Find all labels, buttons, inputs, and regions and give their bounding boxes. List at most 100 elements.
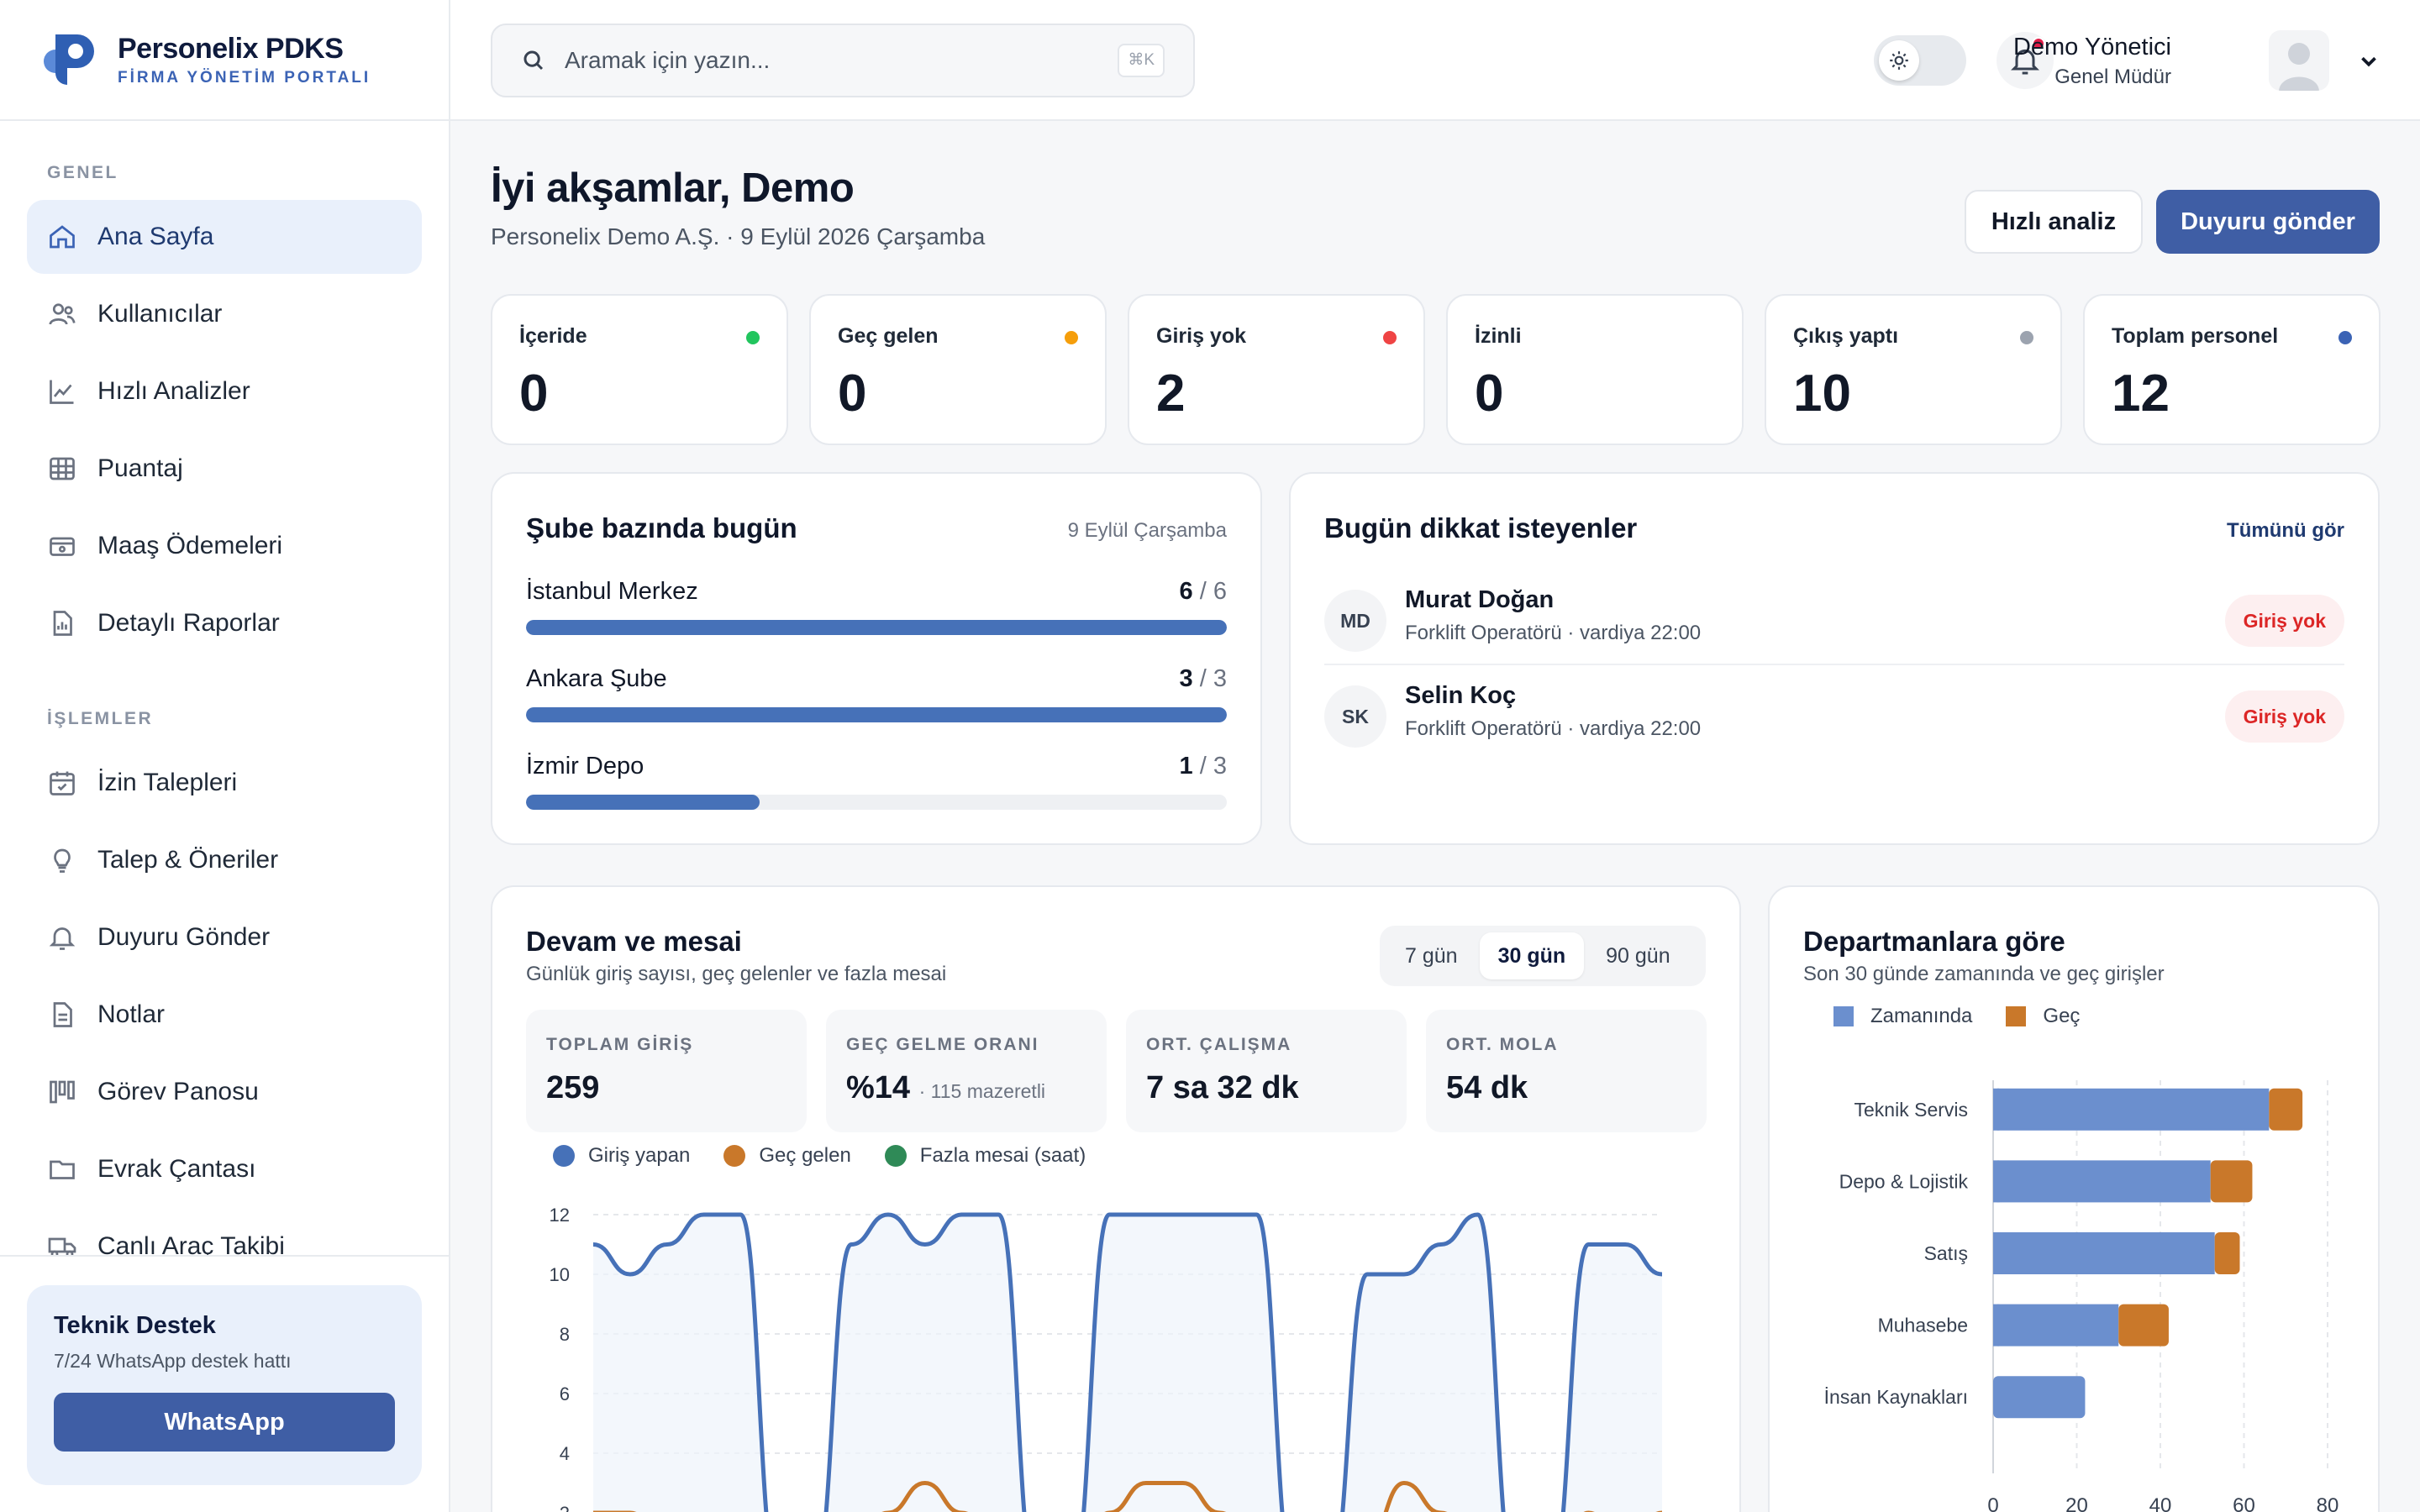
stat-value: 10 xyxy=(1793,365,1851,423)
departments-bar-chart: 0 20 40 60 80 Teknik Servis Depo & Lojistik Sat… xyxy=(1824,1080,2339,1512)
branch-total: / 3 xyxy=(1199,665,1227,692)
attendance-legend: Giriş yapan Geç gelen Fazla mesai (saat) xyxy=(553,1144,1119,1168)
support-card: Teknik Destek 7/24 WhatsApp destek hattı… xyxy=(27,1285,422,1485)
status-dot xyxy=(1702,331,1715,344)
y-tick-label: 2 xyxy=(560,1503,570,1512)
bar-segment xyxy=(2269,1088,2303,1131)
search-input[interactable]: Aramak için yazın... ⌘K xyxy=(491,24,1195,97)
branch-count: 3 / 3 xyxy=(1180,665,1227,693)
user-name[interactable]: Demo Yönetici xyxy=(2012,34,2171,60)
legend-item[interactable]: Zamanında xyxy=(1833,1005,1972,1028)
branch-card-date: 9 Eylül Çarşamba xyxy=(1067,519,1227,542)
notifications-button[interactable] xyxy=(1996,32,2054,89)
attention-row[interactable]: SK Selin Koç Forklift Operatörü · vardiy… xyxy=(1324,672,2344,768)
stat-value: 0 xyxy=(519,365,549,423)
stat-card-iceride[interactable]: İçeride 0 xyxy=(491,294,788,445)
x-tick-label: 20 xyxy=(2065,1494,2088,1512)
range-30-days[interactable]: 30 gün xyxy=(1479,932,1585,979)
category-label: Depo & Lojistik xyxy=(1839,1170,1969,1192)
send-announcement-button[interactable]: Duyuru gönder xyxy=(2156,190,2380,254)
chevron-down-icon[interactable] xyxy=(2356,49,2381,74)
legend-item[interactable]: Geç xyxy=(2006,1005,2080,1028)
sidebar-item-notlar[interactable]: Notlar xyxy=(27,978,422,1052)
stat-card-gec-gelen[interactable]: Geç gelen 0 xyxy=(809,294,1107,445)
sidebar-item-label: Evrak Çantası xyxy=(97,1155,256,1183)
x-tick-label: 0 xyxy=(1987,1494,1998,1512)
category-label: İnsan Kaynakları xyxy=(1824,1386,1968,1408)
sidebar-item-evrak-cantasi[interactable]: Evrak Çantası xyxy=(27,1132,422,1206)
status-dot xyxy=(746,331,760,344)
range-selector: 7 gün 30 gün 90 gün xyxy=(1380,926,1706,986)
legend-item[interactable]: Giriş yapan xyxy=(553,1144,690,1168)
nav-section-operations: İŞLEMLER xyxy=(47,709,154,728)
search-shortcut-badge: ⌘K xyxy=(1118,44,1165,77)
see-all-link[interactable]: Tümünü gör xyxy=(2227,519,2344,542)
x-tick-label: 80 xyxy=(2317,1494,2339,1512)
sidebar-item-detayli-raporlar[interactable]: Detaylı Raporlar xyxy=(27,586,422,660)
branch-progress-fill xyxy=(526,707,1227,722)
kpi-label: TOPLAM GİRİŞ xyxy=(546,1035,694,1054)
range-7-days[interactable]: 7 gün xyxy=(1405,944,1458,968)
avatar[interactable] xyxy=(2269,30,2329,91)
grid-table-icon xyxy=(50,457,75,480)
sidebar-item-label: İzin Talepleri xyxy=(97,769,238,796)
brand[interactable]: Personelix PDKS FİRMA YÖNETİM PORTALI xyxy=(0,0,449,121)
kanban-icon xyxy=(50,1080,75,1104)
sidebar-item-izin-talepleri[interactable]: İzin Talepleri xyxy=(27,746,422,820)
stat-card-toplam-personel[interactable]: Toplam personel 12 xyxy=(2083,294,2381,445)
attention-row[interactable]: MD Murat Doğan Forklift Operatörü · vard… xyxy=(1324,576,2344,672)
legend-label: Fazla mesai (saat) xyxy=(919,1144,1086,1167)
page-title: İyi akşamlar, Demo xyxy=(491,165,855,211)
sidebar-nav: GENEL Ana Sayfa Kullanıcılar Hızlı Anali… xyxy=(0,121,449,1255)
sidebar-item-label: Duyuru Gönder xyxy=(97,923,271,951)
theme-toggle[interactable] xyxy=(1874,35,1966,86)
stat-value: 2 xyxy=(1156,365,1186,423)
bar-segment xyxy=(1993,1304,2119,1347)
sidebar: Personelix PDKS FİRMA YÖNETİM PORTALI GE… xyxy=(0,0,450,1512)
wallet-icon xyxy=(50,537,75,556)
sidebar-item-duyuru-gonder[interactable]: Duyuru Gönder xyxy=(27,900,422,974)
attention-card: Bugün dikkat isteyenler Tümünü gör MD Mu… xyxy=(1289,472,2380,845)
kpi-late-rate: GEÇ GELME ORANI %14 · 115 mazeretli xyxy=(826,1010,1107,1132)
bar-segment-cap xyxy=(1993,1304,2003,1347)
category-label: Teknik Servis xyxy=(1854,1099,1968,1121)
legend-item[interactable]: Geç gelen xyxy=(723,1144,851,1168)
truck-icon xyxy=(48,1237,76,1255)
status-dot xyxy=(2020,331,2033,344)
sidebar-item-kullanicilar[interactable]: Kullanıcılar xyxy=(27,277,422,351)
branch-row: Ankara Şube 3 / 3 xyxy=(526,665,1227,722)
stat-label: Geç gelen xyxy=(838,324,939,348)
y-tick-label: 10 xyxy=(550,1264,570,1285)
branch-total: / 3 xyxy=(1199,753,1227,780)
branch-card-title: Şube bazında bugün xyxy=(526,512,797,543)
stat-card-izinli[interactable]: İzinli 0 xyxy=(1446,294,1744,445)
avatar: MD xyxy=(1324,590,1386,652)
users-icon xyxy=(49,303,76,325)
stat-card-cikis-yapti[interactable]: Çıkış yaptı 10 xyxy=(1765,294,2062,445)
quick-analysis-button[interactable]: Hızlı analiz xyxy=(1965,190,2143,254)
y-tick-label: 8 xyxy=(560,1324,570,1345)
employee-description: Forklift Operatörü · vardiya 22:00 xyxy=(1405,717,1702,740)
notification-dot xyxy=(2032,37,2045,50)
brand-name: Personelix PDKS xyxy=(118,32,344,65)
calendar-check-icon xyxy=(50,771,75,795)
sidebar-item-puantaj[interactable]: Puantaj xyxy=(27,432,422,506)
sidebar-item-canli-arac-takibi[interactable]: Canlı Araç Takibi xyxy=(27,1210,422,1255)
sidebar-item-maas-odemeleri[interactable]: Maaş Ödemeleri xyxy=(27,509,422,583)
sidebar-item-hizli-analizler[interactable]: Hızlı Analizler xyxy=(27,354,422,428)
bar-segment-cap xyxy=(1993,1088,2003,1131)
lightbulb-icon xyxy=(54,848,71,873)
stat-card-giris-yok[interactable]: Giriş yok 2 xyxy=(1128,294,1425,445)
sidebar-item-gorev-panosu[interactable]: Görev Panosu xyxy=(27,1055,422,1129)
sun-icon xyxy=(1890,51,1908,70)
sidebar-item-ana-sayfa[interactable]: Ana Sayfa xyxy=(27,200,422,274)
avatar: SK xyxy=(1324,685,1386,748)
status-dot xyxy=(2338,331,2352,344)
legend-item[interactable]: Fazla mesai (saat) xyxy=(884,1144,1086,1168)
sidebar-item-label: Detaylı Raporlar xyxy=(97,609,280,637)
whatsapp-button[interactable]: WhatsApp xyxy=(54,1393,395,1452)
kpi-value: %14 · 115 mazeretli xyxy=(846,1070,1086,1106)
sidebar-item-talep-oneriler[interactable]: Talep & Öneriler xyxy=(27,823,422,897)
branch-row: İstanbul Merkez 6 / 6 xyxy=(526,578,1227,635)
range-90-days[interactable]: 90 gün xyxy=(1606,944,1670,968)
